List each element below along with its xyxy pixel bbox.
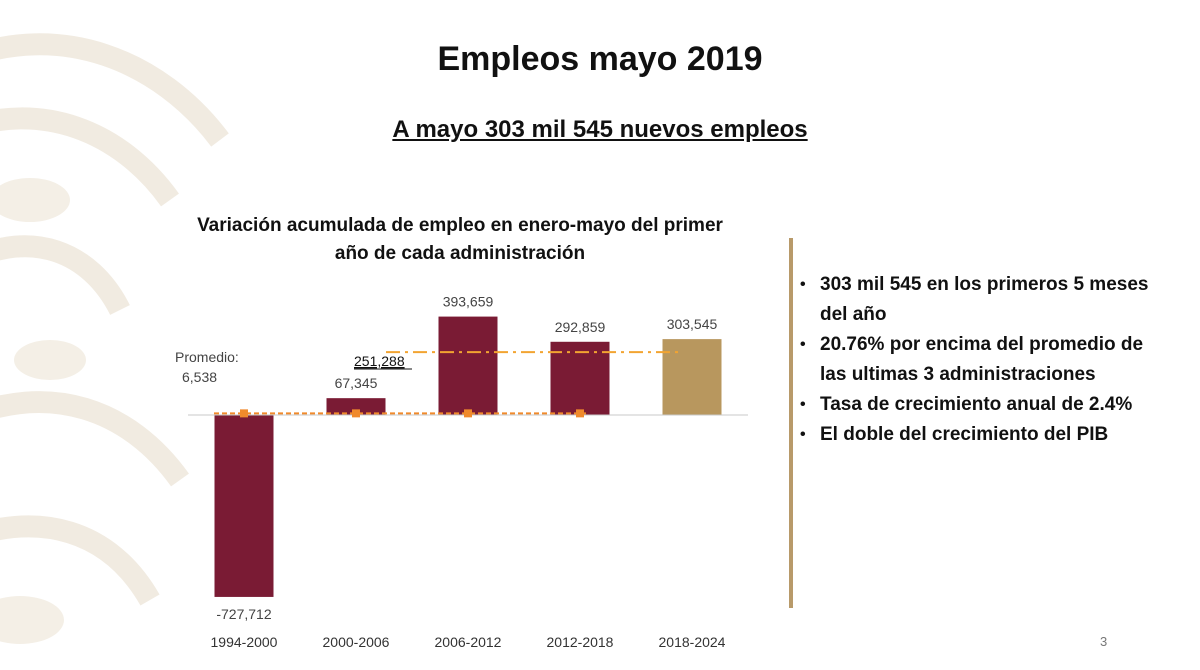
chart-title-line-1: Variación acumulada de empleo en enero-m… — [197, 215, 723, 236]
bullet-item: • Tasa de crecimiento anual de 2.4% — [800, 390, 1170, 420]
bullet-text: 20.76% por encima del promedio de las ul… — [820, 334, 1144, 385]
bullet-dot-icon: • — [800, 426, 806, 443]
average-marker — [352, 409, 360, 418]
average-marker — [240, 409, 248, 418]
average-label-line-2: 6,538 — [182, 369, 217, 385]
bullet-item: • El doble del crecimiento del PIB — [800, 420, 1170, 450]
reference-label-251288: 251,288 — [354, 353, 405, 369]
tick-label-2018-2024: 2018-2024 — [659, 634, 726, 650]
average-marker — [576, 409, 584, 418]
slide-subtitle: A mayo 303 mil 545 nuevos empleos — [392, 116, 808, 143]
average-marker — [464, 409, 472, 418]
bullet-list: • 303 mil 545 en los primeros 5 meses del… — [800, 270, 1170, 450]
tick-label-1994-2000: 1994-2000 — [211, 634, 278, 650]
data-label-2000-2006: 67,345 — [335, 375, 378, 391]
bullet-item: • 303 mil 545 en los primeros 5 meses del… — [800, 270, 1170, 330]
bullet-dot-icon: • — [800, 396, 806, 413]
average-label-line-1: Promedio: — [175, 349, 239, 365]
bullet-text: Tasa de crecimiento anual de 2.4% — [820, 394, 1133, 415]
bar-2000-2006 — [326, 398, 386, 415]
bar-1994-2000 — [214, 415, 274, 597]
tick-label-2006-2012: 2006-2012 — [435, 634, 502, 650]
tick-label-2000-2006: 2000-2006 — [323, 634, 390, 650]
bullet-dot-icon: • — [800, 336, 806, 353]
bullet-item: • 20.76% por encima del promedio de las u… — [800, 330, 1170, 390]
bar-2012-2018 — [550, 341, 610, 415]
bullet-dot-icon: • — [800, 276, 806, 293]
data-label-2018-2024: 303,545 — [667, 316, 718, 332]
data-label-2012-2018: 292,859 — [555, 319, 606, 335]
data-label-1994-2000: -727,712 — [216, 606, 271, 622]
vertical-divider — [789, 238, 793, 608]
bullet-text: 303 mil 545 en los primeros 5 meses del … — [820, 274, 1149, 325]
watermark-decoration — [0, 33, 229, 644]
chart-title: Variación acumulada de empleo en enero-m… — [140, 212, 780, 268]
data-label-2006-2012: 393,659 — [443, 294, 494, 310]
bar-2006-2012 — [438, 316, 498, 415]
bar-2018-2024 — [662, 339, 722, 415]
chart-title-line-2: año de cada administración — [334, 243, 586, 264]
bullet-text: El doble del crecimiento del PIB — [820, 424, 1109, 445]
tick-label-2012-2018: 2012-2018 — [547, 634, 614, 650]
page-number: 3 — [1100, 634, 1108, 649]
slide-title: Empleos mayo 2019 — [437, 40, 763, 78]
